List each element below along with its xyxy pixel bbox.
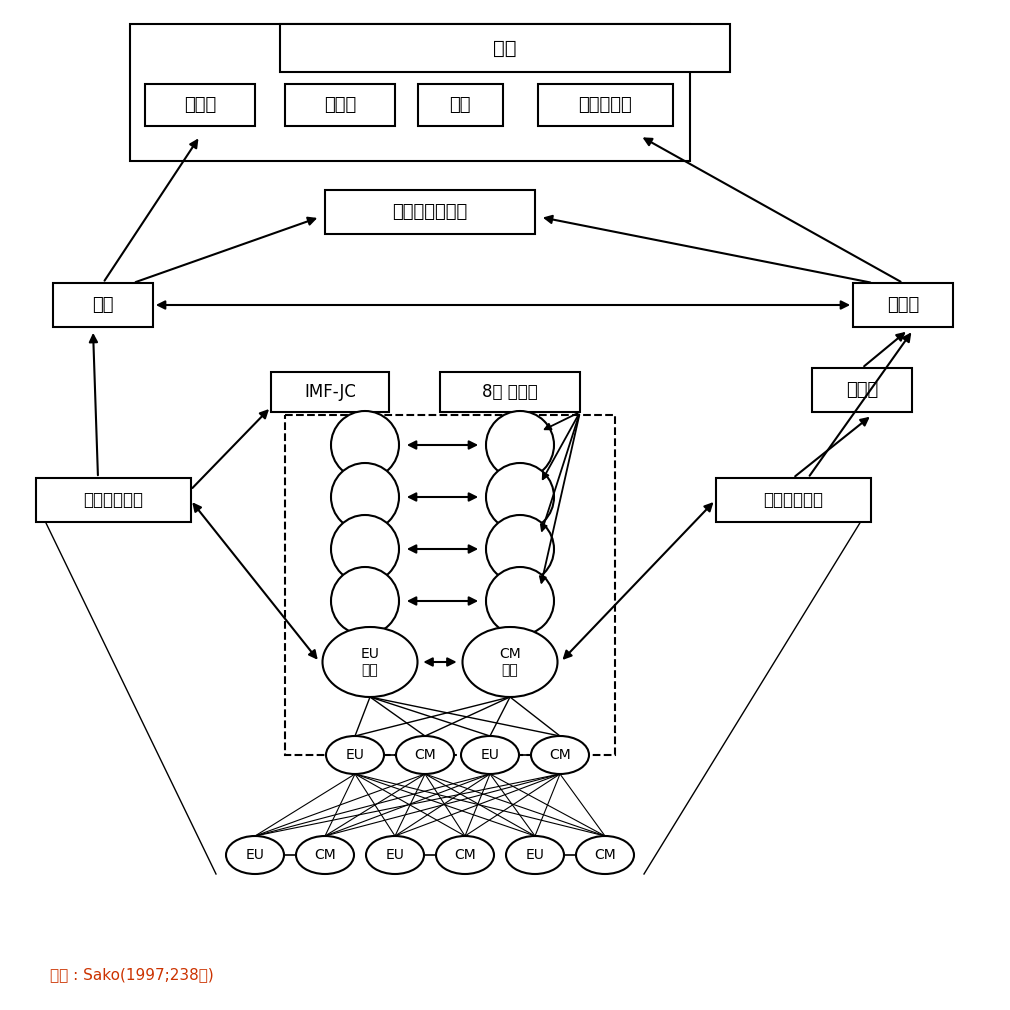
Text: CM
경영: CM 경영 <box>499 646 521 677</box>
Text: 산업노동간담회: 산업노동간담회 <box>392 203 468 221</box>
FancyBboxPatch shape <box>812 368 912 412</box>
Text: CM: CM <box>594 848 616 862</box>
Ellipse shape <box>436 836 494 874</box>
Circle shape <box>486 411 554 479</box>
Text: CM: CM <box>549 748 571 762</box>
Ellipse shape <box>396 736 454 774</box>
Text: EU: EU <box>386 848 404 862</box>
FancyBboxPatch shape <box>285 415 615 755</box>
FancyBboxPatch shape <box>280 24 730 72</box>
Text: EU: EU <box>345 748 365 762</box>
Circle shape <box>331 463 399 531</box>
FancyBboxPatch shape <box>417 84 503 126</box>
Text: CM: CM <box>414 748 436 762</box>
Text: 수상: 수상 <box>449 96 471 114</box>
FancyBboxPatch shape <box>715 478 871 522</box>
Ellipse shape <box>576 836 634 874</box>
FancyBboxPatch shape <box>440 372 580 412</box>
FancyBboxPatch shape <box>145 84 255 126</box>
Circle shape <box>486 463 554 531</box>
Ellipse shape <box>226 836 284 874</box>
FancyBboxPatch shape <box>325 190 535 234</box>
Text: 산별연맹노조: 산별연맹노조 <box>83 491 143 509</box>
Ellipse shape <box>326 736 384 774</box>
Text: 정부: 정부 <box>493 38 517 58</box>
Circle shape <box>486 567 554 635</box>
Ellipse shape <box>463 627 558 697</box>
Text: EU: EU <box>525 848 544 862</box>
Text: EU
노조: EU 노조 <box>361 646 380 677</box>
Text: 산별기업연합: 산별기업연합 <box>763 491 823 509</box>
Text: CM: CM <box>314 848 336 862</box>
Ellipse shape <box>506 836 564 874</box>
Text: 경단련: 경단련 <box>846 381 878 399</box>
Ellipse shape <box>531 736 589 774</box>
FancyBboxPatch shape <box>537 84 673 126</box>
Circle shape <box>331 411 399 479</box>
Text: 노동성: 노동성 <box>184 96 216 114</box>
Text: 8사 간담회: 8사 간담회 <box>482 383 538 401</box>
Circle shape <box>331 515 399 583</box>
Ellipse shape <box>366 836 424 874</box>
Circle shape <box>331 567 399 635</box>
Text: EU: EU <box>245 848 265 862</box>
FancyBboxPatch shape <box>853 283 953 327</box>
Ellipse shape <box>296 836 354 874</box>
FancyBboxPatch shape <box>35 478 191 522</box>
Text: CM: CM <box>454 848 476 862</box>
Ellipse shape <box>322 627 417 697</box>
Text: 경제기획형: 경제기획형 <box>578 96 632 114</box>
Text: 재무성: 재무성 <box>324 96 357 114</box>
Text: EU: EU <box>481 748 499 762</box>
Text: IMF-JC: IMF-JC <box>304 383 356 401</box>
FancyBboxPatch shape <box>271 372 389 412</box>
Text: 연합: 연합 <box>92 296 114 314</box>
Ellipse shape <box>461 736 519 774</box>
FancyBboxPatch shape <box>285 84 395 126</box>
Text: 일경련: 일경련 <box>887 296 919 314</box>
FancyBboxPatch shape <box>53 283 153 327</box>
Text: 자료 : Sako(1997;238쪽): 자료 : Sako(1997;238쪽) <box>50 968 214 983</box>
Circle shape <box>486 515 554 583</box>
